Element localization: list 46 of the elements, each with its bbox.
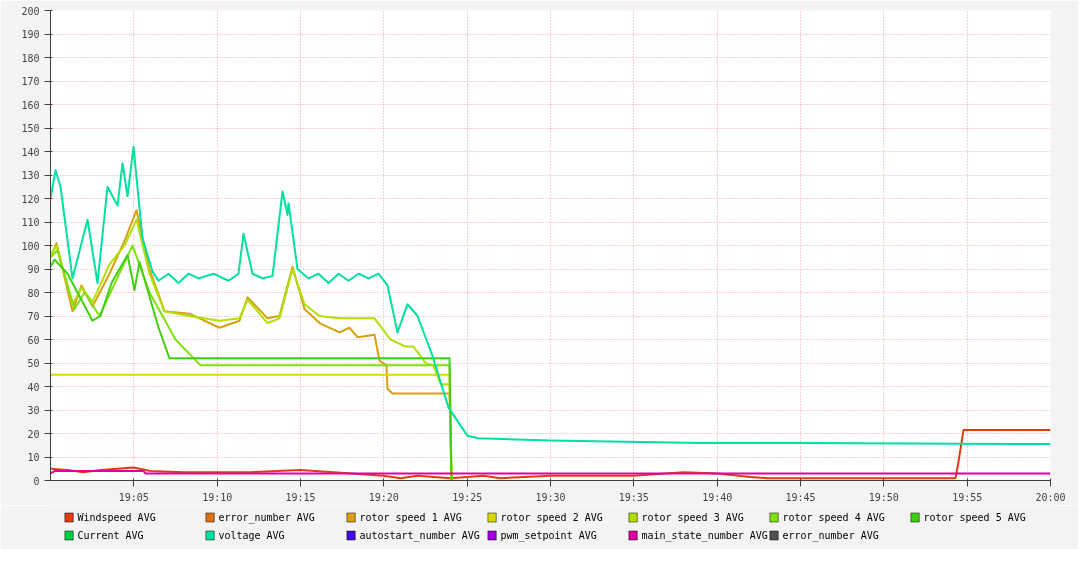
y-tick-label: 30 bbox=[27, 405, 40, 416]
y-tick-label: 70 bbox=[27, 311, 40, 322]
x-tick-label: 19:50 bbox=[868, 491, 899, 503]
legend-label: pwm_setpoint AVG bbox=[500, 530, 597, 542]
y-tick-label: 60 bbox=[27, 334, 40, 346]
y-tick-label: 140 bbox=[21, 146, 40, 158]
legend-label: Current AVG bbox=[77, 530, 144, 541]
y-tick-label: 120 bbox=[21, 193, 40, 205]
y-tick-label: 100 bbox=[21, 240, 40, 252]
x-tick-label: 19:10 bbox=[202, 491, 233, 503]
legend-label: rotor speed 2 AVG bbox=[500, 512, 603, 523]
legend-label: rotor speed 1 AVG bbox=[359, 512, 462, 523]
y-tick-label: 90 bbox=[27, 264, 40, 275]
x-tick-label: 19:20 bbox=[368, 491, 399, 503]
y-tick-label: 110 bbox=[21, 217, 40, 228]
legend-label: main_state_number AVG bbox=[641, 530, 768, 542]
x-tick-label: 19:25 bbox=[452, 491, 483, 503]
legend-label: rotor speed 3 AVG bbox=[641, 512, 744, 523]
x-tick-label: 20:00 bbox=[1035, 491, 1066, 503]
y-tick-label: 20 bbox=[27, 428, 40, 440]
x-tick-label: 19:55 bbox=[952, 491, 983, 503]
y-tick-label: 80 bbox=[27, 287, 40, 299]
x-tick-label: 19:40 bbox=[702, 491, 733, 503]
x-tick-label: 19:15 bbox=[285, 491, 316, 503]
y-tick-label: 10 bbox=[27, 452, 40, 463]
y-tick-label: 40 bbox=[27, 381, 40, 393]
legend-label: error_number AVG bbox=[782, 530, 879, 542]
legend-label: Windspeed AVG bbox=[77, 512, 156, 523]
legend-label: rotor speed 4 AVG bbox=[782, 512, 885, 523]
y-tick-label: 50 bbox=[27, 358, 40, 369]
x-tick-label: 19:30 bbox=[535, 491, 566, 503]
x-tick-label: 19:05 bbox=[118, 491, 149, 503]
legend-label: autostart_number AVG bbox=[359, 530, 480, 542]
x-tick-label: 19:45 bbox=[785, 491, 816, 503]
legend-label: rotor speed 5 AVG bbox=[923, 512, 1026, 523]
y-tick-label: 200 bbox=[21, 5, 40, 17]
legend-label: voltage AVG bbox=[218, 530, 285, 541]
y-tick-label: 130 bbox=[21, 170, 40, 181]
y-tick-label: 160 bbox=[21, 99, 40, 111]
y-tick-label: 190 bbox=[21, 29, 40, 40]
y-tick-label: 150 bbox=[21, 123, 40, 134]
x-tick-label: 19:35 bbox=[618, 491, 649, 503]
y-tick-label: 0 bbox=[33, 475, 40, 487]
y-tick-label: 180 bbox=[21, 52, 40, 64]
y-tick-label: 170 bbox=[21, 76, 40, 87]
legend-label: error_number AVG bbox=[218, 512, 315, 524]
